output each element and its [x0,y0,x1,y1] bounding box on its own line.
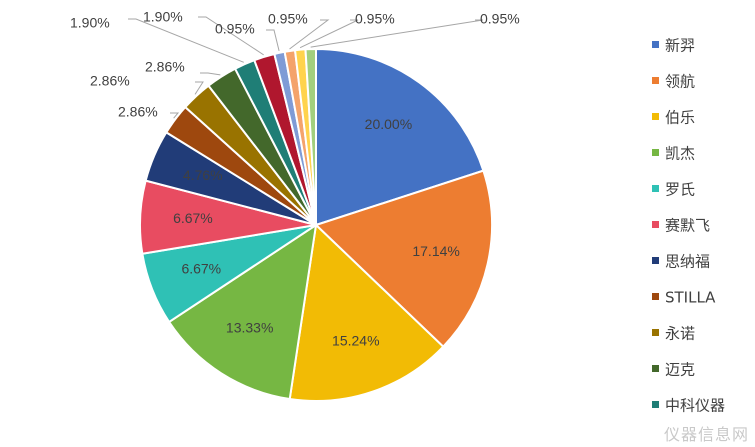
leader-line [198,16,264,56]
leader-line [128,18,244,63]
data-label: 2.86% [145,59,185,75]
pie-slice [304,47,317,226]
data-label: 13.33% [226,320,273,336]
legend-swatch [652,185,659,192]
legend-label: 罗氏 [665,181,695,199]
data-label: 2.86% [118,104,158,120]
leader-line [299,19,359,49]
data-labels: 20.00% 17.14% 15.24% 13.33% 6.67% 6.67% 4.76% 2… [70,9,520,349]
legend-swatch [652,77,659,84]
pie-slice [288,222,445,402]
data-label: 4.76% [183,167,223,183]
legend-label: STILLA [665,289,716,307]
legend-label: 凯杰 [665,145,695,163]
watermark-text: 仪器信息网 [663,425,749,444]
data-label: 17.14% [412,243,459,259]
legend-swatch [652,365,659,372]
data-label: 0.95% [355,11,395,27]
pie-slice [167,222,318,401]
legend-swatch [652,221,659,228]
pie-slice [314,169,493,349]
data-label: 0.95% [480,11,520,27]
legend-label: 领航 [665,73,695,91]
leader-line [310,19,484,48]
legend-swatch [652,401,659,408]
legend-swatch [652,113,659,120]
legend-swatch [652,41,659,48]
data-label: 0.95% [215,21,255,37]
data-label: 2.86% [90,73,130,89]
leader-line [200,72,221,76]
data-label: 15.24% [332,332,379,348]
leader-line [266,29,280,51]
legend-label: 永诺 [665,325,695,343]
legend-label: 新羿 [665,37,695,55]
leader-lines [128,16,484,119]
data-label: 6.67% [173,210,213,226]
legend-swatch [652,329,659,336]
legend-label: 中科仪器 [665,397,725,415]
data-label: 20.00% [365,116,412,132]
legend-label: 迈克 [665,361,695,379]
leader-line [194,81,204,95]
legend-swatch [652,293,659,300]
legend-swatch [652,149,659,156]
legend-swatch [652,257,659,264]
legend-label: 赛默飞 [665,217,710,235]
pie-slice [315,47,485,227]
data-label: 1.90% [70,15,110,31]
data-label: 0.95% [268,11,308,27]
legend-label: 伯乐 [665,109,695,127]
leader-line [289,19,330,50]
leader-line [170,112,180,119]
pie-slices [139,47,493,402]
data-label: 1.90% [143,9,183,25]
legend-label: 思纳福 [665,253,710,271]
data-label: 6.67% [181,261,221,277]
